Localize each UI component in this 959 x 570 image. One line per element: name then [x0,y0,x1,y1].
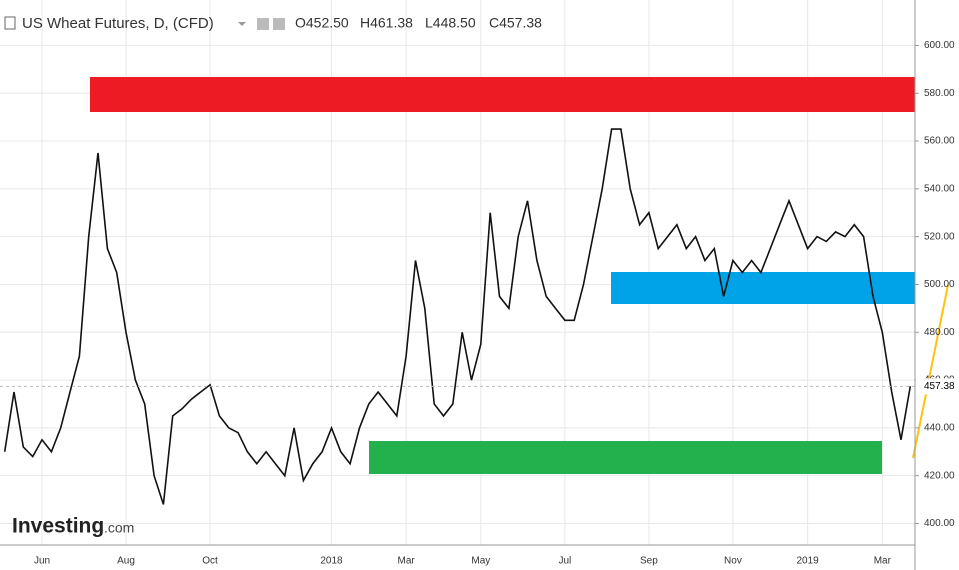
logo: Investing [12,515,104,538]
y-tick-label: 440.00 [924,423,955,434]
y-tick-label: 520.00 [924,231,955,242]
y-tick-label: 540.00 [924,183,955,194]
ohlc-high: H461.38 [360,15,413,31]
chart-title: US Wheat Futures, D, (CFD) [22,15,214,32]
y-tick-label: 600.00 [924,40,955,51]
last-price-label: 457.38 [924,381,955,392]
x-tick-label: Nov [724,556,742,567]
trend-line [912,284,949,459]
dropdown-icon[interactable] [238,22,246,26]
y-tick-label: 400.00 [924,518,955,529]
y-tick-label: 580.00 [924,88,955,99]
ohlc-open: O452.50 [295,15,349,31]
x-tick-label: Jul [558,556,571,567]
collapse-icon[interactable] [4,16,16,30]
settings-icon[interactable] [273,18,285,30]
x-tick-label: Aug [117,556,135,567]
x-tick-label: Jun [34,556,50,567]
x-tick-label: Oct [202,556,218,567]
y-tick-label: 560.00 [924,136,955,147]
ohlc-low: L448.50 [425,15,476,31]
support-zone [611,272,915,304]
axes: 400.00420.00440.00460.00480.00500.00520.… [34,40,959,567]
support-zone [369,441,882,474]
logo-suffix: .com [104,520,134,536]
x-tick-label: Sep [640,556,658,567]
x-tick-label: Mar [874,556,892,567]
last-price-tag [916,378,959,395]
ohlc-close: C457.38 [489,15,542,31]
x-tick-label: 2019 [797,556,820,567]
resistance-zone [90,77,915,112]
y-tick-label: 480.00 [924,327,955,338]
price-series [0,128,915,505]
price-line [3,128,912,505]
x-tick-label: May [471,556,490,567]
y-tick-label: 500.00 [924,279,955,290]
settings-icon[interactable] [257,18,269,30]
x-tick-label: 2018 [320,556,343,567]
y-tick-label: 420.00 [924,470,955,481]
x-tick-label: Mar [398,556,416,567]
